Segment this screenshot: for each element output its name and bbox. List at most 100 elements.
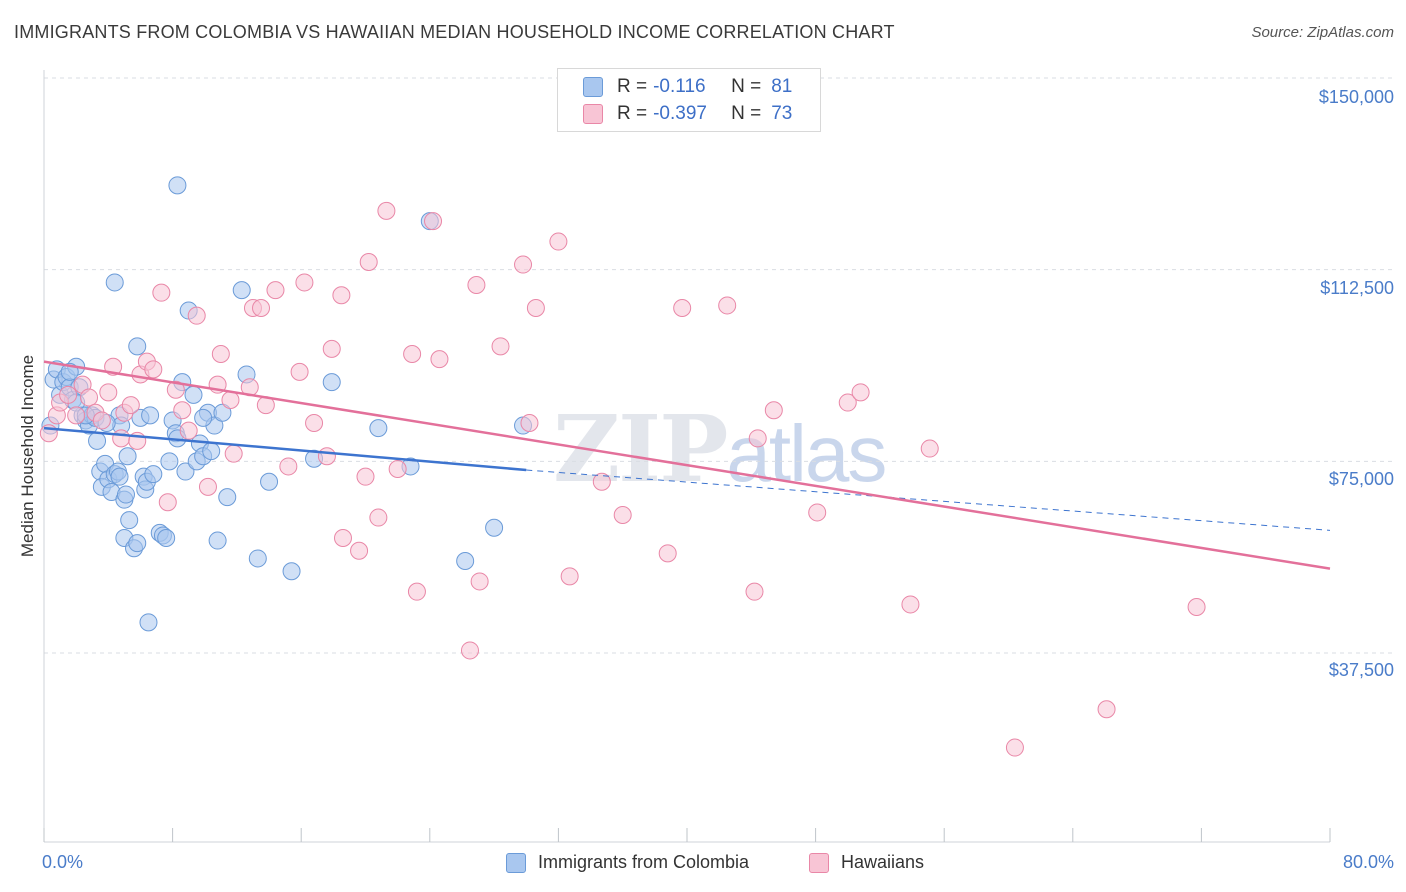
hawaiians-point — [332, 286, 351, 305]
hawaiians-point — [745, 582, 764, 601]
hawaiians-point — [369, 508, 388, 527]
colombia-trendline-extension — [526, 469, 1331, 531]
hawaiians-point — [152, 283, 171, 302]
legend-item-colombia[interactable]: Immigrants from Colombia — [506, 852, 749, 873]
legend-label-hawaiians: Hawaiians — [841, 852, 925, 872]
colombia-point — [282, 562, 301, 581]
hawaiians-point — [221, 391, 240, 409]
hawaiians-point — [514, 255, 533, 274]
hawaiians-point — [424, 212, 443, 231]
hawaiians-point — [467, 276, 486, 294]
hawaiians-point — [252, 299, 271, 317]
x-max-label: 80.0% — [1342, 852, 1394, 872]
hawaiians-point — [198, 477, 217, 496]
hawaiians-point — [549, 232, 568, 251]
hawaiians-point — [99, 383, 118, 402]
hawaiians-point — [470, 572, 489, 591]
hawaiians-point — [592, 472, 611, 491]
hawaiians-point — [317, 447, 336, 466]
colombia-swatch — [583, 77, 603, 97]
hawaiians-point — [808, 503, 827, 522]
hawaiians-point — [144, 360, 163, 379]
colombia-point — [139, 613, 158, 632]
colombia-point — [118, 447, 137, 466]
hawaiians-point — [920, 439, 939, 458]
colombia-point — [369, 419, 388, 438]
series-legend: Immigrants from Colombia Hawaiians — [0, 852, 1406, 876]
colombia-point — [120, 511, 139, 530]
hawaiians-point — [356, 467, 375, 486]
legend-item-hawaiians[interactable]: Hawaiians — [809, 852, 924, 873]
hawaiians-point — [92, 411, 111, 430]
colombia-point — [202, 442, 221, 461]
y-tick-37500: $37,500 — [1328, 660, 1394, 680]
colombia-point — [208, 531, 227, 550]
watermark-atlas: atlas — [726, 409, 887, 498]
hawaiians-point — [377, 201, 396, 220]
chart-title: IMMIGRANTS FROM COLOMBIA VS HAWAIIAN MED… — [14, 22, 895, 42]
hawaiians-point — [279, 457, 298, 476]
hawaiians-point — [1187, 598, 1206, 616]
hawaiians-point — [838, 393, 857, 412]
hawaiians-swatch — [583, 104, 603, 124]
r-label: R = — [617, 103, 648, 124]
legend-label-colombia: Immigrants from Colombia — [538, 852, 750, 872]
hawaiians-point — [211, 345, 230, 363]
colombia-point — [213, 403, 232, 422]
hawaiians-point — [1097, 700, 1116, 719]
colombia-point — [141, 406, 160, 425]
hawaiians-point — [359, 253, 378, 271]
hawaiians-point — [173, 401, 192, 420]
colombia-point — [184, 385, 203, 404]
hawaiians-point — [80, 388, 99, 407]
hawaiians-point — [166, 380, 185, 399]
hawaiians-point — [290, 362, 309, 381]
hawaiians-point — [295, 273, 314, 292]
hawaiians-point — [350, 541, 369, 560]
colombia-point — [456, 552, 475, 570]
r-value: -0.397 — [653, 103, 707, 124]
colombia-point — [218, 488, 237, 507]
hawaiians-point — [407, 582, 426, 601]
hawaiians-point — [658, 544, 677, 563]
hawaiians-point — [333, 529, 352, 547]
hawaiians-point — [748, 429, 767, 448]
colombia-point — [110, 467, 129, 486]
hawaiians-point — [224, 444, 243, 463]
colombia-point — [88, 431, 107, 450]
r-value: -0.116 — [653, 76, 706, 97]
hawaiians-point — [718, 296, 737, 315]
source-note: Source: ZipAtlas.com — [1251, 24, 1394, 41]
hawaiians-point — [901, 595, 920, 614]
hawaiians-point — [59, 385, 78, 404]
n-value: 73 — [771, 103, 793, 124]
x-min-label: 0.0% — [42, 852, 84, 872]
colombia-trendline — [43, 426, 527, 472]
colombia-point — [157, 529, 176, 547]
colombia-point — [260, 472, 279, 491]
colombia-point — [144, 465, 163, 484]
hawaiians-point — [39, 424, 58, 443]
hawaiians-point — [491, 337, 510, 356]
hawaiians-point — [67, 406, 86, 425]
hawaiians-point — [187, 306, 206, 325]
y-tick-112500: $112,500 — [1320, 278, 1394, 298]
colombia-point — [128, 534, 147, 553]
y-tick-75000: $75,000 — [1328, 469, 1394, 489]
hawaiians-point — [388, 460, 407, 478]
n-value: 81 — [771, 76, 793, 97]
hawaiians-point — [112, 429, 131, 448]
hawaiians-point — [430, 350, 449, 369]
colombia-point — [105, 273, 124, 292]
colombia-point — [176, 462, 195, 481]
hawaiians-point — [305, 414, 324, 432]
hawaiians-point — [560, 567, 579, 586]
hawaiians-point — [460, 641, 479, 660]
stats-row-hawaiians: R = -0.397 N = 73 — [558, 100, 792, 128]
hawaiians-point — [613, 506, 632, 524]
hawaiians-point — [520, 414, 539, 432]
n-label: N = — [731, 103, 762, 124]
hawaiians-point — [121, 396, 140, 415]
colombia-point — [232, 281, 251, 300]
n-label: N = — [731, 76, 762, 97]
